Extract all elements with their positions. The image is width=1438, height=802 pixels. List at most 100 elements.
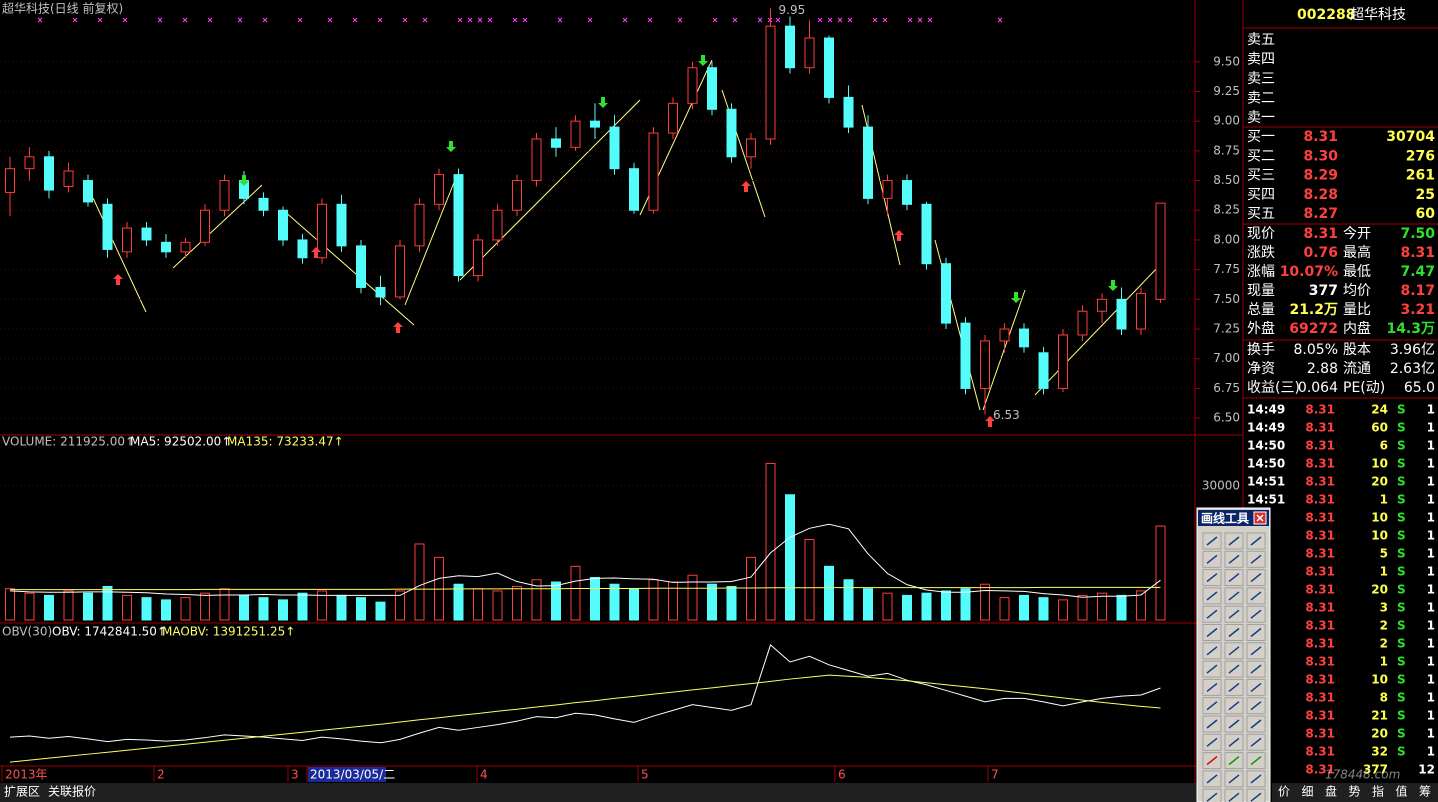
y-tick-label: 7.50 (1213, 292, 1240, 306)
tool-icon (1228, 719, 1240, 729)
tick-cell: 5 (1380, 547, 1388, 561)
tick-cell: 20 (1371, 583, 1388, 597)
tick-cell: 1 (1427, 727, 1435, 741)
buy-price: 8.30 (1303, 148, 1338, 164)
candle-body (473, 239, 483, 277)
candle-body (122, 227, 132, 253)
signal-marker (587, 17, 593, 23)
panel-tab[interactable]: 值 (1395, 784, 1407, 799)
tick-cell: 3 (1380, 601, 1388, 615)
y-tick-label: 8.25 (1213, 203, 1240, 217)
panel-tab[interactable]: 价 (1278, 785, 1290, 799)
sell-label: 卖二 (1247, 91, 1275, 107)
tick-cell: 20 (1371, 727, 1388, 741)
panel-tab[interactable]: 筹 (1419, 785, 1431, 799)
tick-cell: 1 (1427, 403, 1435, 417)
panel-tab[interactable]: 指 (1372, 784, 1384, 799)
volume-bar (668, 581, 678, 621)
y-tick-label: 8.50 (1213, 173, 1240, 187)
tick-cell: 8.31 (1305, 565, 1335, 579)
panel-tab[interactable]: 势 (1348, 785, 1360, 799)
panel-tab[interactable]: 细 (1301, 785, 1313, 799)
tool-icon (1206, 609, 1218, 619)
tick-cell: 10 (1371, 529, 1388, 543)
tick-cell: 14:51 (1247, 493, 1285, 507)
tab[interactable]: 关联报价 (48, 784, 96, 799)
tick-cell: 8.31 (1305, 547, 1335, 561)
x-tick-label: 6 (838, 768, 846, 782)
tool-icon (1250, 737, 1262, 747)
signal-marker (457, 17, 463, 23)
tick-cell: 1 (1427, 583, 1435, 597)
tool-icon (1228, 682, 1240, 692)
volume-bar (1038, 597, 1049, 621)
tool-button[interactable] (1224, 788, 1244, 802)
volume-bar (921, 592, 932, 621)
tab[interactable]: 扩展区 (4, 785, 40, 799)
tick-cell: S (1397, 403, 1406, 417)
candle-body (1155, 202, 1166, 300)
signal-marker (207, 17, 213, 23)
signal-marker (327, 17, 333, 23)
tool-icon (1206, 774, 1218, 784)
signal-marker (872, 17, 878, 23)
tick-cell: 8.31 (1305, 745, 1335, 759)
tick-cell: 1 (1380, 493, 1388, 507)
signal-marker (817, 17, 823, 23)
x-tick-label: 2013/03/05/二 (310, 768, 395, 782)
volume-bar (375, 601, 386, 621)
candle-body (24, 156, 35, 170)
stat-label: 量比 (1343, 302, 1371, 318)
volume-bar (180, 597, 191, 621)
signal-marker (237, 17, 243, 23)
tool-icon (1250, 719, 1262, 729)
tick-cell: 14:51 (1247, 475, 1285, 489)
candle-body (863, 126, 873, 199)
tool-icon (1250, 792, 1262, 802)
candle-body (336, 203, 347, 247)
tool-button[interactable] (1246, 788, 1266, 802)
candle-body (668, 102, 678, 134)
candle-body (707, 67, 717, 110)
tool-button[interactable] (1202, 788, 1222, 802)
buy-volume: 25 (1416, 187, 1435, 203)
stat-label: 现价 (1247, 226, 1275, 242)
tool-icon (1228, 591, 1240, 601)
signal-marker (352, 17, 358, 23)
stat-value: 14.3万 (1386, 321, 1435, 337)
volume-bar (1019, 594, 1029, 621)
volume-bar (356, 597, 366, 621)
tick-cell: 14:50 (1247, 457, 1285, 471)
down-arrow (698, 55, 708, 66)
tool-icon (1228, 627, 1240, 638)
frame (0, 0, 1438, 783)
volume-bar (629, 588, 639, 621)
tick-cell: 8.31 (1305, 457, 1335, 471)
signal-marker (837, 17, 843, 23)
tick-cell: 60 (1371, 421, 1388, 435)
stat-value: 7.50 (1400, 226, 1435, 242)
tick-cell: 8.31 (1305, 529, 1335, 543)
stat-value: 0.76 (1303, 245, 1338, 261)
info-label: 换手 (1247, 341, 1275, 358)
tick-cell: 8.31 (1305, 493, 1335, 507)
y-tick-label: 9.50 (1213, 54, 1240, 68)
tick-cell: S (1397, 619, 1406, 633)
candle-body (590, 120, 600, 128)
volume-bar (902, 594, 912, 621)
tick-cell: 10 (1371, 457, 1388, 471)
candle-body (258, 197, 269, 211)
candle-body (1097, 298, 1107, 312)
close-x (1256, 514, 1264, 522)
stat-label: 总量 (1247, 302, 1275, 318)
candle-body (765, 25, 776, 140)
tool-icon (1250, 627, 1262, 638)
tick-cell: S (1397, 421, 1406, 435)
volume-bar (453, 583, 464, 621)
candle-body (980, 340, 990, 389)
candle-body (902, 180, 912, 205)
candle-body (278, 209, 288, 241)
tick-cell: S (1397, 457, 1406, 471)
panel-tab[interactable]: 盘 (1325, 784, 1337, 799)
tick-cell: 8.31 (1305, 763, 1335, 777)
